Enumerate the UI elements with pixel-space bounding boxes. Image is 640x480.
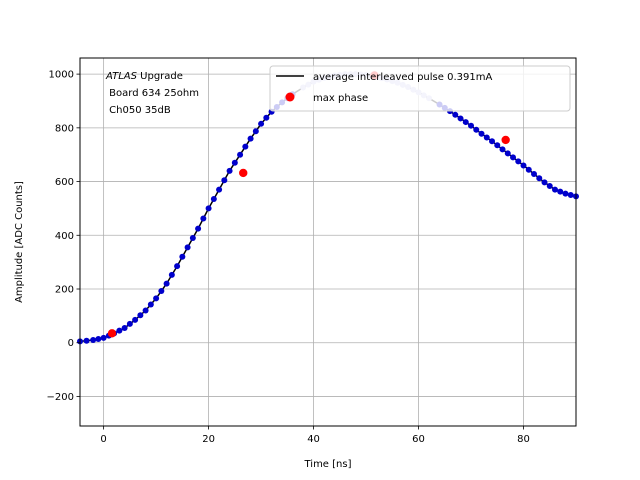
data-point (557, 188, 564, 195)
y-tick-label: 400 (55, 231, 74, 242)
data-point (153, 295, 160, 302)
data-point (174, 263, 181, 270)
legend-label-average-pulse: average interleaved pulse 0.391mA (313, 72, 492, 83)
legend: average interleaved pulse 0.391mA max ph… (269, 65, 571, 112)
data-point (100, 334, 107, 341)
data-point (200, 215, 207, 222)
data-point (252, 128, 259, 135)
data-point (205, 205, 212, 212)
data-point (546, 182, 553, 189)
data-point (483, 134, 490, 141)
x-tick-label: 0 (100, 434, 106, 445)
max-phase-marker (107, 329, 117, 338)
y-tick-label: 800 (55, 123, 74, 134)
data-point (258, 120, 265, 127)
data-point (90, 337, 97, 344)
legend-label-max-phase: max phase (313, 93, 368, 104)
y-tick-label: 1000 (49, 70, 74, 81)
data-point (195, 225, 202, 232)
data-point (515, 158, 522, 165)
data-point (179, 253, 186, 260)
y-tick-label: 600 (55, 177, 74, 188)
annotation-line-1: Upgrade (137, 71, 183, 82)
data-point (126, 320, 133, 327)
data-point (525, 166, 532, 173)
data-point (504, 150, 511, 157)
annotation-line-3: Ch050 35dB (106, 105, 171, 116)
data-point (552, 186, 559, 193)
data-point (494, 142, 501, 149)
data-point (189, 234, 196, 241)
data-point (221, 177, 228, 184)
data-point (520, 162, 527, 169)
data-point (462, 119, 469, 126)
data-point (489, 138, 496, 145)
x-tick-label: 80 (517, 434, 530, 445)
data-point (132, 316, 139, 323)
data-point (184, 244, 191, 251)
data-point (137, 312, 144, 319)
data-point (95, 335, 102, 342)
x-tick-label: 40 (307, 434, 320, 445)
svg-text:ATLAS Upgrade: ATLAS Upgrade (105, 71, 183, 82)
data-point (83, 337, 90, 344)
annotation-italic: ATLAS (105, 71, 138, 82)
x-tick-label: 20 (202, 434, 215, 445)
data-point (247, 135, 254, 142)
data-point (473, 126, 480, 133)
data-point (510, 154, 517, 161)
data-point (562, 190, 569, 197)
y-tick-label: 200 (55, 285, 74, 296)
annotation-line-2: Board 634 25ohm (106, 88, 199, 99)
data-point (531, 171, 538, 178)
max-phase-marker (501, 135, 510, 145)
grid (80, 58, 576, 426)
data-point (263, 114, 270, 121)
data-point (231, 159, 238, 166)
data-point (216, 186, 223, 193)
data-point (116, 327, 123, 334)
legend-marker-swatch (285, 92, 295, 102)
data-point (541, 179, 548, 186)
data-point (210, 196, 217, 203)
data-point (468, 122, 475, 129)
data-point (168, 271, 175, 278)
data-point (121, 324, 128, 331)
y-tick-label: −200 (47, 392, 74, 403)
data-point (567, 191, 574, 198)
data-point (226, 167, 233, 174)
data-point (242, 143, 249, 150)
plot-frame (79, 57, 577, 427)
data-point (457, 115, 464, 122)
max-phase-marker (239, 168, 248, 178)
axis-ticks: 0 20 40 60 80 −200 0 200 400 600 800 1000 (47, 70, 530, 445)
data-point (452, 111, 459, 118)
data-point (499, 146, 506, 153)
data-point (536, 175, 543, 182)
x-axis-label: Time [ns] (303, 459, 351, 470)
legend-box (269, 65, 571, 112)
data-point (142, 307, 149, 314)
y-axis-label: Amplitude [ADC Counts] (14, 181, 25, 303)
x-tick-label: 60 (412, 434, 425, 445)
y-tick-label: 0 (68, 338, 74, 349)
data-point (158, 288, 165, 295)
data-point (478, 130, 485, 137)
data-point (237, 151, 244, 158)
data-point (163, 280, 170, 287)
annotation-text: ATLAS Upgrade Board 634 25ohm Ch050 35dB (105, 71, 199, 116)
data-point (147, 301, 154, 308)
